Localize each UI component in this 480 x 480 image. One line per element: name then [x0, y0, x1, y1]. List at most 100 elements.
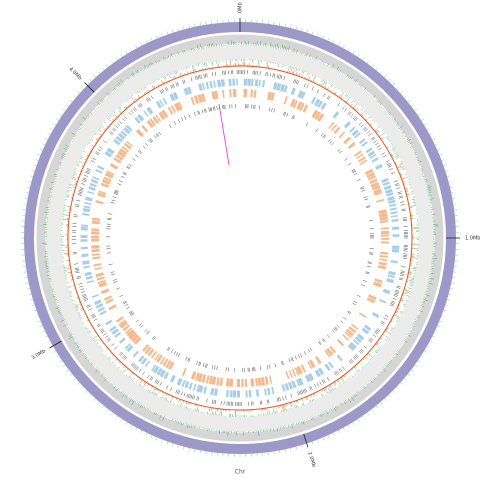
track-mark: [427, 191, 431, 194]
track-mark: [303, 83, 306, 88]
track-mark: [399, 277, 404, 279]
track-mark: [374, 331, 378, 335]
gene-block: [91, 293, 99, 299]
track-mark: [111, 120, 114, 122]
gene-block: [144, 346, 152, 355]
track-mark: [94, 143, 96, 145]
track-mark: [388, 139, 390, 141]
track-mark: [363, 385, 366, 388]
track-mark: [61, 154, 66, 157]
track-mark: [360, 187, 365, 190]
track-mark: [135, 154, 139, 158]
track-mark: [405, 189, 408, 191]
scale-tick: [357, 419, 360, 422]
track-mark: [346, 96, 351, 102]
track-mark: [366, 130, 370, 134]
track-mark: [179, 421, 181, 424]
track-mark: [74, 169, 77, 171]
track-mark: [122, 172, 127, 176]
track-mark: [74, 184, 77, 186]
gene-block: [307, 373, 315, 381]
track-mark: [144, 91, 147, 94]
track-mark: [320, 393, 323, 397]
track-mark: [291, 423, 294, 429]
track-mark: [114, 110, 116, 112]
scale-tick: [188, 25, 190, 29]
gene-block: [317, 100, 324, 108]
track-mark: [394, 183, 399, 185]
track-mark: [351, 395, 354, 398]
track-mark: [111, 273, 116, 276]
track-mark: [333, 382, 336, 386]
track-mark: [365, 271, 370, 273]
gene-block: [379, 298, 387, 304]
track-mark: [183, 392, 186, 397]
track-mark: [303, 351, 307, 355]
gene-block: [388, 199, 396, 204]
track-mark: [48, 188, 54, 190]
track-mark: [87, 305, 91, 308]
track-mark: [211, 365, 214, 370]
gene-block: [96, 276, 105, 281]
track-mark: [158, 78, 160, 80]
scale-tick: [140, 430, 143, 434]
track-mark: [88, 141, 91, 143]
track-mark: [342, 73, 344, 75]
track-mark: [343, 316, 347, 320]
track-mark: [354, 108, 357, 111]
track-mark: [407, 334, 411, 337]
track-mark: [139, 403, 141, 406]
gene-block: [128, 331, 137, 340]
gene-block: [381, 177, 389, 184]
gene-block: [310, 96, 317, 105]
track-mark: [182, 50, 184, 54]
track-mark: [258, 430, 260, 437]
track-mark: [405, 337, 407, 339]
track-mark: [73, 170, 76, 172]
track-mark: [311, 394, 313, 396]
track-mark: [88, 331, 91, 334]
track-mark: [151, 85, 155, 90]
track-mark: [315, 415, 317, 418]
scale-tick: [27, 288, 31, 290]
track-mark: [291, 71, 293, 75]
track-mark: [177, 51, 179, 56]
track-mark: [400, 204, 405, 206]
scale-tick: [37, 154, 41, 156]
scale-tick: [426, 345, 430, 348]
track-mark: [321, 338, 325, 343]
track-mark: [389, 359, 393, 362]
track-mark: [273, 108, 275, 113]
track-mark: [411, 277, 415, 279]
track-mark: [295, 404, 297, 408]
track-mark: [216, 106, 218, 111]
track-mark: [296, 422, 298, 425]
track-mark: [57, 310, 62, 312]
track-mark: [155, 60, 158, 64]
track-mark: [141, 88, 143, 91]
track-mark: [72, 175, 74, 177]
track-mark: [403, 182, 405, 184]
track-mark: [62, 317, 65, 320]
gene-block: [359, 159, 368, 165]
track-mark: [190, 48, 192, 52]
track-mark: [115, 125, 119, 129]
track-mark: [384, 314, 389, 318]
track-mark: [98, 338, 101, 341]
track-mark: [411, 325, 415, 327]
track-mark: [91, 145, 95, 148]
track-mark: [87, 116, 90, 119]
track-mark: [108, 213, 113, 215]
scale-tick: [388, 79, 391, 82]
track-mark: [119, 294, 124, 297]
track-mark: [78, 191, 83, 193]
track-mark: [66, 194, 70, 196]
track-mark: [153, 387, 156, 391]
track-mark: [95, 142, 97, 144]
gene-block: [270, 92, 275, 101]
track-mark: [280, 75, 283, 80]
track-mark: [380, 137, 384, 140]
track-mark: [135, 400, 137, 403]
track-mark: [342, 401, 343, 403]
track-mark: [367, 352, 370, 355]
